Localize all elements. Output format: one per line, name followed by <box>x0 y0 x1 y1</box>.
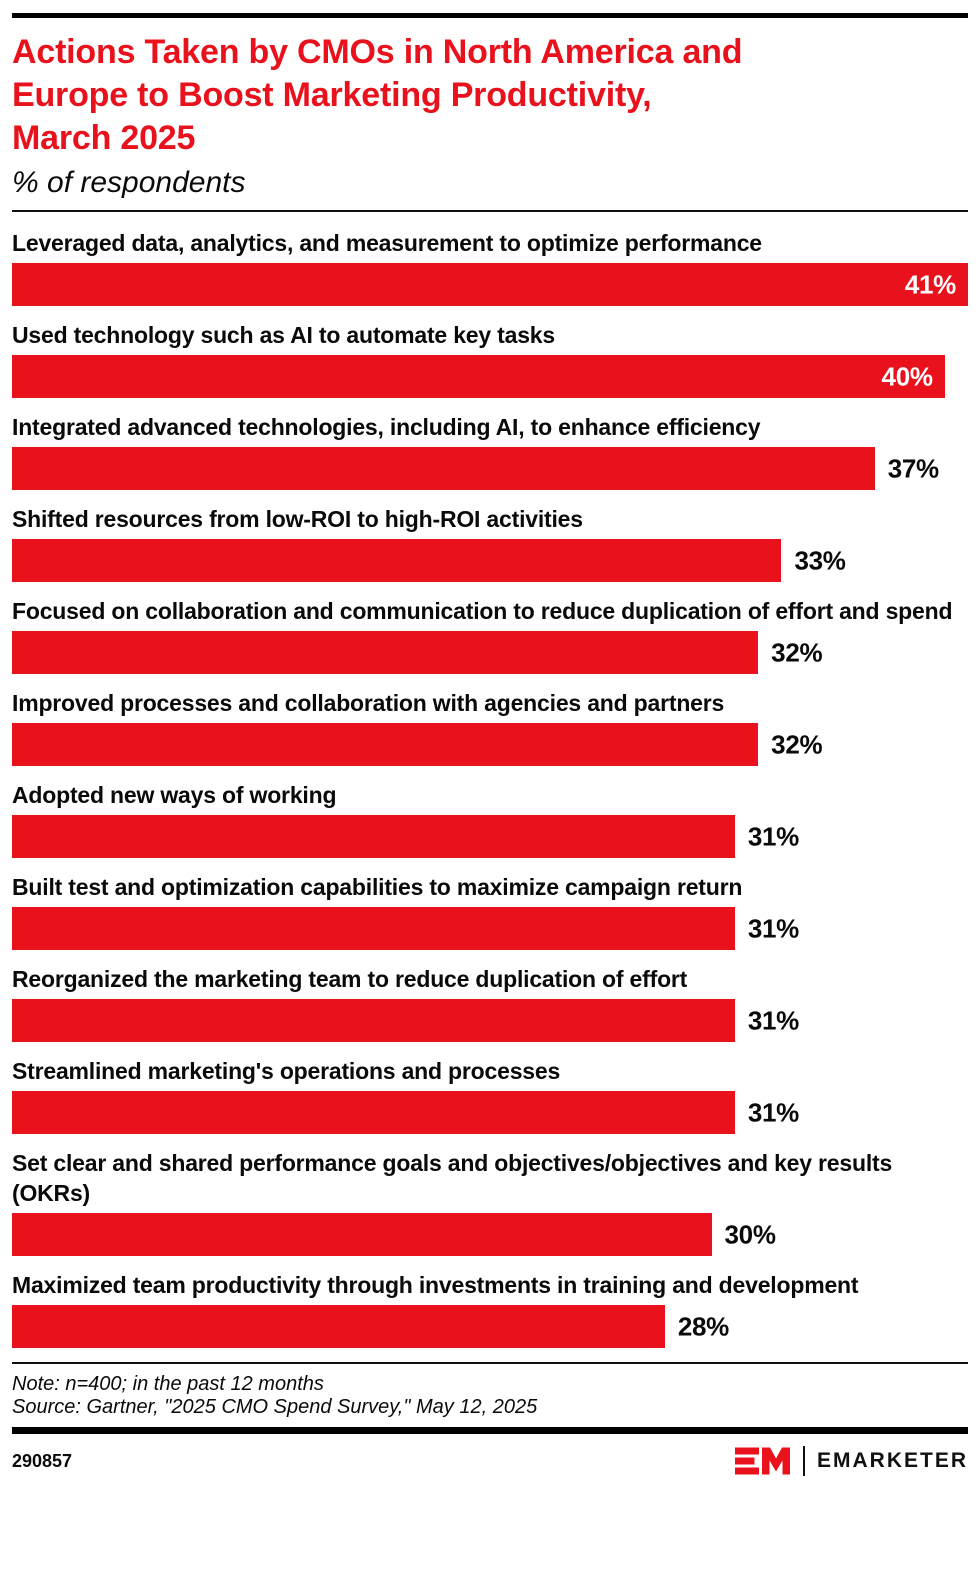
bar-track: 31% <box>12 1091 968 1134</box>
chart-row: Adopted new ways of working 31% <box>12 780 968 858</box>
footer-divider <box>12 1362 968 1364</box>
brand-separator <box>802 1446 805 1476</box>
bar-value-label: 31% <box>747 913 799 943</box>
bar-category-label: Shifted resources from low-ROI to high-R… <box>12 506 583 532</box>
chart-row: Reorganized the marketing team to reduce… <box>12 964 968 1042</box>
top-rule <box>12 13 968 18</box>
bar-category-label: Reorganized the marketing team to reduce… <box>12 966 688 992</box>
bar-value-label: 31% <box>747 1005 799 1035</box>
bar: 33% <box>12 539 846 582</box>
bar-value-label: 40% <box>881 361 933 391</box>
bar: 32% <box>12 723 823 766</box>
bar-category-label: Used technology such as AI to automate k… <box>12 322 555 348</box>
bar-track: 37% <box>12 447 968 490</box>
source-line: Source: Gartner, "2025 CMO Spend Survey,… <box>12 1396 538 1418</box>
bar-category-label: Set clear and shared performance goals a… <box>12 1150 893 1206</box>
chart-id: 290857 <box>12 1450 73 1471</box>
bar-track: 40% <box>12 355 968 398</box>
bar-track: 33% <box>12 539 968 582</box>
brand-name: EMARKETER <box>816 1449 968 1472</box>
bar: 41% <box>12 263 968 306</box>
chart-row: Set clear and shared performance goals a… <box>12 1148 968 1256</box>
note-line: Note: n=400; in the past 12 months <box>12 1373 324 1395</box>
bar-value-label: 32% <box>771 637 823 667</box>
bar-track: 31% <box>12 907 968 950</box>
bar-category-label: Improved processes and collaboration wit… <box>12 690 725 716</box>
page-title: Actions Taken by CMOs in North America a… <box>12 33 743 157</box>
chart-notes: Note: n=400; in the past 12 months Sourc… <box>12 1373 968 1419</box>
bar-value-label: 31% <box>747 821 799 851</box>
bar-category-label: Integrated advanced technologies, includ… <box>12 414 761 440</box>
bar-value-label: 30% <box>724 1219 776 1249</box>
bar-track: 28% <box>12 1305 968 1348</box>
bar-track: 32% <box>12 631 968 674</box>
footer-bar: 290857 EMARKETER <box>12 1446 968 1476</box>
bar: 31% <box>12 1091 799 1134</box>
bar-value-label: 31% <box>747 1097 799 1127</box>
bar-chart: Leveraged data, analytics, and measureme… <box>12 228 968 1348</box>
bar-category-label: Built test and optimization capabilities… <box>12 874 743 900</box>
chart-row: Leveraged data, analytics, and measureme… <box>12 228 968 306</box>
bar-category-label: Maximized team productivity through inve… <box>12 1272 859 1298</box>
bar-value-label: 33% <box>794 545 846 575</box>
bar-track: 32% <box>12 723 968 766</box>
bottom-rule <box>12 1427 968 1434</box>
bar-category-label: Adopted new ways of working <box>12 782 337 808</box>
chart-row: Streamlined marketing's operations and p… <box>12 1056 968 1134</box>
bar-track: 31% <box>12 999 968 1042</box>
bar: 40% <box>12 355 945 398</box>
bar-value-label: 41% <box>904 269 956 299</box>
bar: 31% <box>12 815 799 858</box>
bar-track: 30% <box>12 1213 968 1256</box>
chart-row: Used technology such as AI to automate k… <box>12 320 968 398</box>
bar-value-label: 28% <box>677 1311 729 1341</box>
header-divider <box>12 210 968 212</box>
bar-track: 31% <box>12 815 968 858</box>
chart-subtitle: % of respondents <box>12 166 246 199</box>
bar: 30% <box>12 1213 776 1256</box>
bar-category-label: Focused on collaboration and communicati… <box>12 598 953 624</box>
brand-logo: EMARKETER <box>734 1446 968 1476</box>
chart-row: Integrated advanced technologies, includ… <box>12 412 968 490</box>
bar: 37% <box>12 447 939 490</box>
bar: 28% <box>12 1305 729 1348</box>
chart-row: Improved processes and collaboration wit… <box>12 688 968 766</box>
chart-row: Shifted resources from low-ROI to high-R… <box>12 504 968 582</box>
chart-row: Built test and optimization capabilities… <box>12 872 968 950</box>
bar-track: 41% <box>12 263 968 306</box>
bar-value-label: 37% <box>887 453 939 483</box>
bar: 32% <box>12 631 823 674</box>
bar: 31% <box>12 999 799 1042</box>
bar-category-label: Leveraged data, analytics, and measureme… <box>12 230 762 256</box>
bar-category-label: Streamlined marketing's operations and p… <box>12 1058 561 1084</box>
bar: 31% <box>12 907 799 950</box>
chart-row: Focused on collaboration and communicati… <box>12 596 968 674</box>
bar-value-label: 32% <box>771 729 823 759</box>
chart-row: Maximized team productivity through inve… <box>12 1270 968 1348</box>
emarketer-em-icon <box>734 1447 790 1475</box>
